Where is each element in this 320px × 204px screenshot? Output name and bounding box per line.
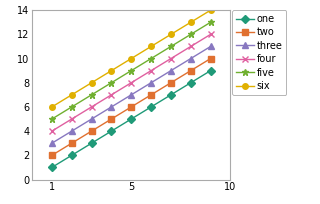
three <box>209 45 212 48</box>
four <box>209 33 212 36</box>
three <box>169 69 173 72</box>
Line: six: six <box>49 7 213 110</box>
one <box>189 82 193 84</box>
Line: four: four <box>48 31 214 135</box>
four <box>50 130 54 132</box>
three <box>50 142 54 144</box>
three <box>189 57 193 60</box>
three <box>109 106 113 108</box>
five <box>70 106 74 108</box>
two <box>209 57 212 60</box>
Line: one: one <box>49 68 213 170</box>
one <box>169 94 173 96</box>
Legend: one, two, three, four, five, six: one, two, three, four, five, six <box>232 10 286 95</box>
two <box>50 154 54 156</box>
Line: three: three <box>49 44 213 146</box>
three <box>90 118 93 120</box>
six <box>129 57 133 60</box>
four <box>90 106 93 108</box>
four <box>109 94 113 96</box>
six <box>209 9 212 11</box>
two <box>189 69 193 72</box>
two <box>90 130 93 132</box>
six <box>90 82 93 84</box>
six <box>169 33 173 36</box>
four <box>70 118 74 120</box>
Line: five: five <box>48 19 214 123</box>
two <box>169 82 173 84</box>
five <box>189 33 193 36</box>
four <box>129 82 133 84</box>
three <box>70 130 74 132</box>
four <box>149 69 153 72</box>
six <box>70 94 74 96</box>
six <box>50 106 54 108</box>
five <box>209 21 212 23</box>
two <box>70 142 74 144</box>
five <box>129 69 133 72</box>
five <box>109 82 113 84</box>
five <box>149 57 153 60</box>
two <box>109 118 113 120</box>
one <box>109 130 113 132</box>
one <box>90 142 93 144</box>
one <box>70 154 74 156</box>
five <box>90 94 93 96</box>
one <box>209 69 212 72</box>
six <box>109 69 113 72</box>
four <box>169 57 173 60</box>
one <box>149 106 153 108</box>
two <box>149 94 153 96</box>
two <box>129 106 133 108</box>
Line: two: two <box>49 56 213 158</box>
one <box>50 166 54 169</box>
three <box>149 82 153 84</box>
five <box>169 45 173 48</box>
one <box>129 118 133 120</box>
four <box>189 45 193 48</box>
six <box>189 21 193 23</box>
six <box>149 45 153 48</box>
three <box>129 94 133 96</box>
five <box>50 118 54 120</box>
